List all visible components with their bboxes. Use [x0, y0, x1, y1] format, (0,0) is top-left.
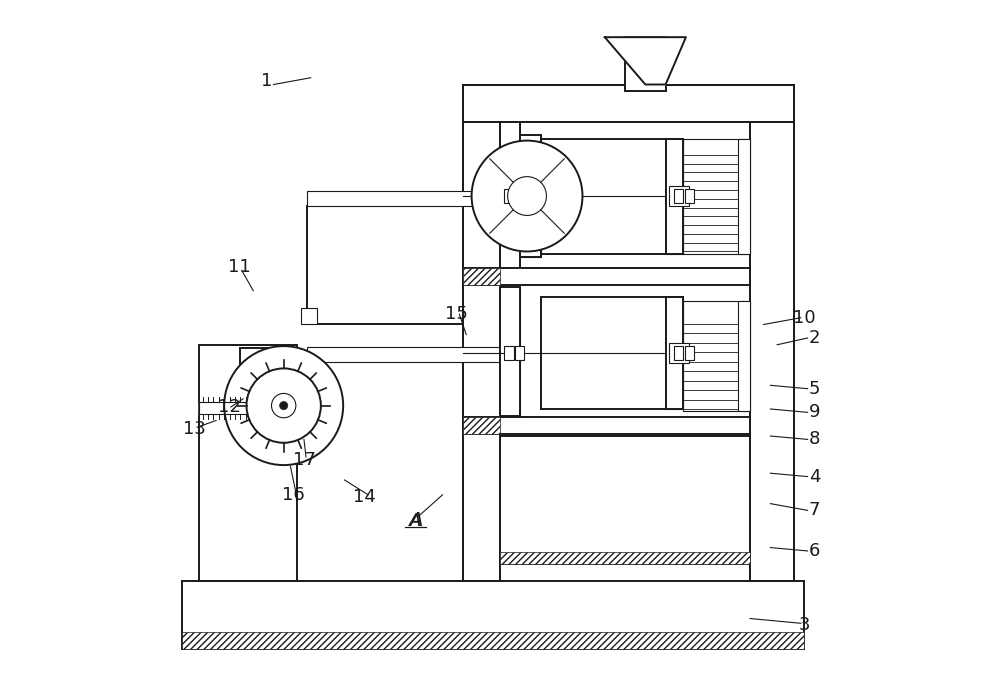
Bar: [685, 189, 694, 203]
Bar: [307, 347, 500, 362]
Bar: [685, 346, 694, 360]
Circle shape: [472, 141, 582, 251]
Bar: [504, 346, 514, 360]
Bar: [541, 297, 683, 409]
Bar: [738, 301, 750, 411]
Polygon shape: [605, 37, 686, 84]
Text: A: A: [409, 512, 422, 529]
Bar: [307, 191, 500, 206]
Bar: [683, 301, 750, 411]
Bar: [674, 189, 683, 203]
Bar: [500, 122, 750, 270]
Bar: [674, 346, 683, 360]
Bar: [520, 135, 541, 257]
Circle shape: [280, 402, 288, 410]
Circle shape: [246, 368, 321, 443]
Bar: [683, 139, 750, 254]
Bar: [666, 297, 683, 409]
Text: 9: 9: [809, 404, 820, 421]
Bar: [463, 84, 794, 122]
Text: 10: 10: [793, 309, 816, 327]
Bar: [738, 139, 750, 254]
Text: 3: 3: [798, 617, 810, 634]
Bar: [463, 417, 500, 434]
Text: A: A: [409, 511, 422, 530]
Text: 7: 7: [809, 502, 820, 519]
Bar: [240, 348, 294, 433]
Text: 2: 2: [809, 329, 820, 347]
Bar: [463, 417, 750, 434]
Bar: [463, 88, 500, 581]
Bar: [500, 436, 750, 564]
Bar: [520, 135, 541, 257]
Text: 14: 14: [353, 488, 376, 506]
Text: 4: 4: [809, 468, 820, 485]
Bar: [199, 345, 297, 581]
Text: 1: 1: [261, 72, 272, 90]
Bar: [666, 139, 683, 254]
Bar: [515, 189, 524, 203]
Bar: [669, 343, 689, 363]
Circle shape: [508, 176, 546, 216]
Bar: [738, 139, 750, 254]
Polygon shape: [199, 402, 307, 414]
Bar: [750, 88, 794, 581]
Text: 5: 5: [809, 380, 820, 397]
Bar: [504, 189, 514, 203]
Text: 8: 8: [809, 431, 820, 448]
Bar: [515, 346, 524, 360]
Bar: [666, 139, 683, 254]
Text: 17: 17: [293, 451, 315, 468]
Bar: [463, 88, 500, 581]
Bar: [500, 122, 520, 270]
Bar: [625, 37, 666, 91]
Bar: [666, 297, 683, 409]
Bar: [182, 581, 804, 649]
Text: 15: 15: [445, 306, 467, 323]
Text: 12: 12: [218, 398, 241, 416]
Text: 13: 13: [183, 420, 206, 438]
Bar: [541, 139, 683, 254]
Bar: [500, 287, 520, 416]
Bar: [669, 186, 689, 206]
Text: 11: 11: [228, 258, 251, 276]
Text: 16: 16: [282, 486, 305, 504]
Bar: [750, 88, 794, 581]
Text: 6: 6: [809, 542, 820, 560]
Circle shape: [224, 346, 343, 465]
Bar: [500, 122, 520, 270]
Bar: [463, 268, 750, 285]
Bar: [463, 268, 500, 285]
Circle shape: [272, 393, 296, 418]
Bar: [500, 287, 520, 416]
Bar: [738, 301, 750, 411]
Bar: [463, 84, 794, 122]
Bar: [500, 552, 750, 564]
Bar: [307, 206, 473, 324]
Bar: [500, 284, 750, 419]
Bar: [182, 632, 804, 649]
Bar: [301, 308, 317, 324]
